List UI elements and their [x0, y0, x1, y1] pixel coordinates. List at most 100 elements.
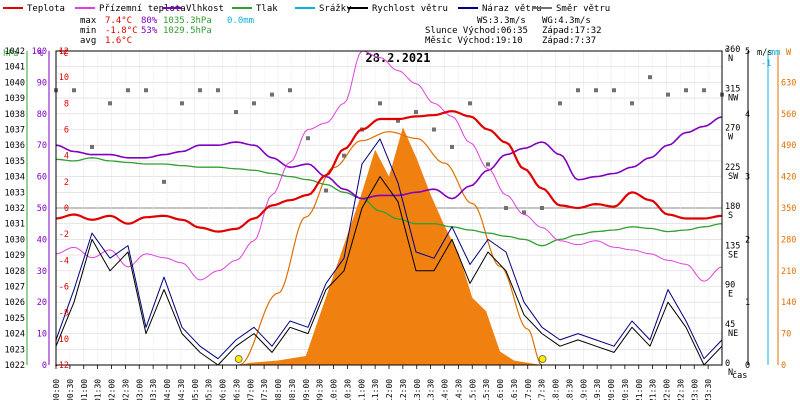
- solar-tick-label: 490: [781, 141, 796, 151]
- x-axis-label: čas: [732, 370, 747, 381]
- legend-label-dir: Směr větru: [556, 4, 610, 14]
- solar-tick-label: 630: [781, 78, 796, 88]
- temperature-tick-label: -12: [54, 361, 69, 371]
- solar-tick-label: 350: [781, 204, 796, 214]
- x-tick-label: 19:00: [579, 379, 588, 400]
- x-tick-label: 21:30: [649, 379, 658, 400]
- direction-tick-name: E: [728, 290, 733, 300]
- direction-tick-label: 135: [725, 241, 740, 251]
- hpa-tick-label: 1024: [5, 330, 25, 340]
- temperature-tick-label: 10: [59, 73, 69, 83]
- wind-direction-dot: [378, 101, 382, 106]
- hpa-tick-label: 1033: [5, 188, 25, 198]
- wind-speed-line: [55, 176, 723, 366]
- pressure-line: [55, 157, 723, 247]
- x-tick-label: 20:30: [621, 379, 630, 400]
- stat-wind-gust: WG:4.3m/s: [542, 16, 591, 26]
- hpa-tick-label: 1027: [5, 283, 25, 293]
- x-tick-label: 16:00: [496, 379, 505, 400]
- chart-title: 28.2.2021: [365, 51, 430, 65]
- x-tick-label: 14:30: [454, 379, 463, 400]
- wind-tick-label: 5: [745, 47, 750, 57]
- wind-tick-label: 2: [745, 235, 750, 245]
- direction-tick-name: NW: [728, 93, 739, 103]
- x-tick-label: 00:30: [66, 379, 75, 400]
- wind-direction-dot: [72, 88, 76, 93]
- humidity-tick-label: 80: [37, 110, 47, 120]
- stat-sun-set: Západ:17:32: [542, 26, 602, 36]
- stat-avg-0: avg: [80, 36, 96, 46]
- temperature-tick-label: -2: [59, 230, 69, 240]
- gust-line: [55, 138, 723, 360]
- wind-direction-dot: [180, 101, 184, 106]
- wind-direction-dot: [126, 88, 130, 93]
- legend-label-rain: Srážky: [319, 4, 352, 14]
- wind-direction-dot: [234, 110, 238, 115]
- temperature-line: [55, 110, 723, 233]
- direction-tick-name: S: [728, 211, 733, 221]
- stat-max-0: max: [80, 16, 97, 26]
- direction-tick-name: SW: [728, 172, 739, 182]
- wind-direction-dot: [432, 127, 436, 132]
- direction-tick-label: 360: [725, 45, 740, 55]
- humidity-tick-label: 30: [37, 267, 47, 277]
- x-tick-label: 16:30: [510, 379, 519, 400]
- x-tick-label: 06:00: [219, 379, 228, 400]
- temperature-tick-label: 2: [64, 178, 69, 188]
- x-tick-label: 18:00: [552, 379, 561, 400]
- solar-theoretical-line: [238, 131, 543, 366]
- direction-tick-name: N: [728, 54, 733, 64]
- solar-tick-label: 420: [781, 173, 796, 183]
- humidity-tick-label: 100: [32, 47, 47, 57]
- feels-like-line: [55, 50, 723, 282]
- hpa-tick-label: 1036: [5, 141, 25, 151]
- wind-direction-dot: [540, 206, 544, 210]
- stat-max-4: 0.0mm: [227, 16, 254, 26]
- temperature-tick-label: 6: [64, 126, 69, 136]
- humidity-tick-label: 40: [37, 235, 47, 245]
- stat-min-1: -1.8°C: [105, 26, 138, 36]
- stat-sun-rise: Slunce Východ:06:35: [425, 26, 528, 36]
- wind-direction-dot: [666, 92, 670, 97]
- temperature-tick-label: 4: [64, 152, 69, 162]
- hpa-axis-unit: hPa: [3, 49, 18, 59]
- hpa-tick-label: 1022: [5, 361, 25, 371]
- wind-direction-dot: [612, 88, 616, 93]
- wind-direction-dot: [468, 101, 472, 106]
- direction-tick-label: 225: [725, 163, 740, 173]
- wind-direction-dot: [144, 88, 148, 93]
- wind-direction-dot: [414, 110, 418, 115]
- direction-tick-label: 315: [725, 84, 740, 94]
- solar-tick-label: 280: [781, 235, 796, 245]
- stat-moon-rise: Měsíc Východ:19:10: [425, 36, 523, 46]
- hpa-tick-label: 1023: [5, 345, 25, 355]
- stat-moon-set: Západ:7:37: [542, 36, 596, 46]
- x-tick-label: 14:00: [441, 379, 450, 400]
- wind-direction-dot: [522, 210, 526, 215]
- direction-tick-label: 270: [725, 124, 740, 134]
- sunset-marker: [538, 355, 547, 363]
- x-tick-label: 18:30: [565, 379, 574, 400]
- wind-direction-dot: [288, 88, 292, 93]
- x-tick-label: 01:00: [80, 379, 89, 400]
- direction-tick-label: 0: [725, 359, 730, 369]
- rain-tick-label: -1: [761, 59, 771, 69]
- sunrise-marker: [234, 355, 243, 363]
- humidity-axis-unit: %: [38, 49, 43, 59]
- solar-axis-unit: W: [786, 48, 792, 58]
- x-tick-label: 03:30: [149, 379, 158, 400]
- legend-label-feels: Přízemní teplota: [99, 4, 186, 14]
- hpa-tick-label: 1025: [5, 314, 25, 324]
- direction-tick-label: 180: [725, 202, 740, 212]
- x-tick-label: 15:30: [482, 379, 491, 400]
- direction-tick-name: W: [728, 133, 734, 143]
- hpa-tick-label: 1026: [5, 298, 25, 308]
- direction-tick-label: 45: [725, 320, 735, 330]
- wind-tick-label: 3: [745, 173, 750, 183]
- x-tick-label: 11:30: [371, 379, 380, 400]
- x-tick-label: 12:00: [385, 379, 394, 400]
- hpa-tick-label: 1039: [5, 94, 25, 104]
- wind-direction-dot: [162, 179, 166, 184]
- humidity-tick-label: 70: [37, 141, 47, 151]
- humidity-tick-label: 60: [37, 173, 47, 183]
